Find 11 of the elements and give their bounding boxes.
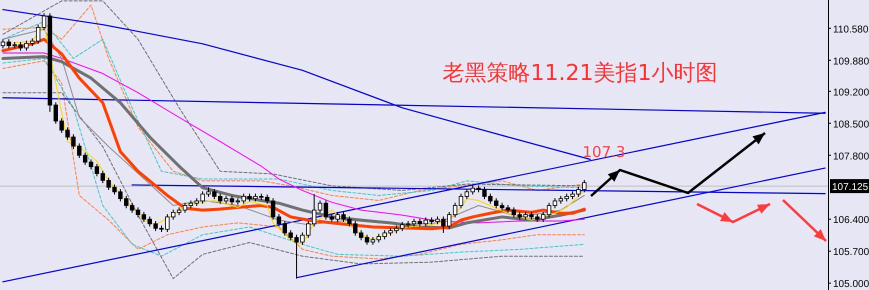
text: 老黑策略11.21美指1小时图 <box>442 61 718 86</box>
y-tick-label: 105.000 <box>833 279 869 290</box>
ref-line-label: 107.125 <box>832 182 869 194</box>
y-tick-label: 106.400 <box>833 215 869 226</box>
annotation: 107.3 <box>582 143 626 161</box>
y-tick-label: 105.700 <box>833 247 869 258</box>
y-tick-label: 110.580 <box>833 24 869 36</box>
y-tick-label: 107.800 <box>833 151 869 162</box>
y-tick-label: 109.200 <box>833 87 869 98</box>
y-tick-label: 108.500 <box>833 119 869 130</box>
y-tick-label: 109.880 <box>833 56 869 68</box>
